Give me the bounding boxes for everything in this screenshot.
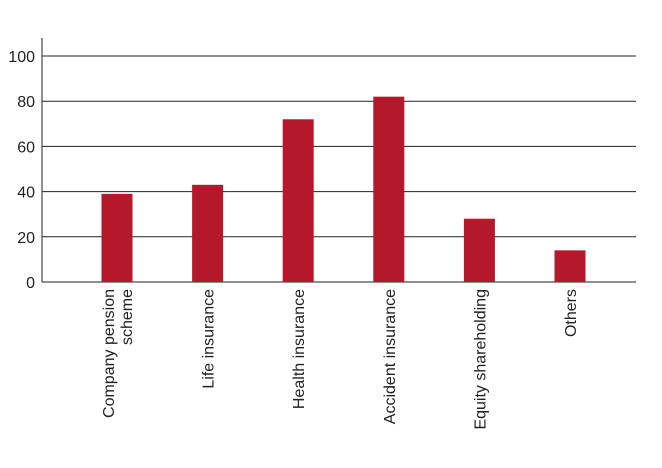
y-tick-label: 80 (17, 94, 35, 111)
bar (192, 184, 224, 282)
bar (101, 193, 133, 282)
bars (101, 96, 586, 283)
gridlines (42, 55, 636, 283)
x-category-label: Equity shareholding (472, 289, 489, 430)
x-axis-category-labels: Company pension scheme Life insurance Healt… (101, 289, 580, 430)
x-category-label: Life insurance (201, 289, 218, 389)
y-tick-label: 0 (26, 275, 35, 292)
x-category-label: Accident insurance (382, 289, 399, 424)
y-tick-label: 40 (17, 185, 35, 202)
y-tick-label: 20 (17, 230, 35, 247)
y-axis-tick-labels: 0 20 40 60 80 100 (8, 49, 35, 292)
y-tick-label: 60 (17, 139, 35, 156)
x-category-label: Others (563, 289, 580, 337)
x-category-label: scheme (119, 289, 136, 345)
bar (373, 96, 405, 283)
bar (554, 250, 586, 282)
x-category-label: Health insurance (291, 289, 308, 409)
x-category-label: Company pension (101, 289, 118, 418)
y-tick-label: 100 (8, 49, 35, 66)
bar (282, 119, 314, 282)
bar (463, 218, 495, 282)
